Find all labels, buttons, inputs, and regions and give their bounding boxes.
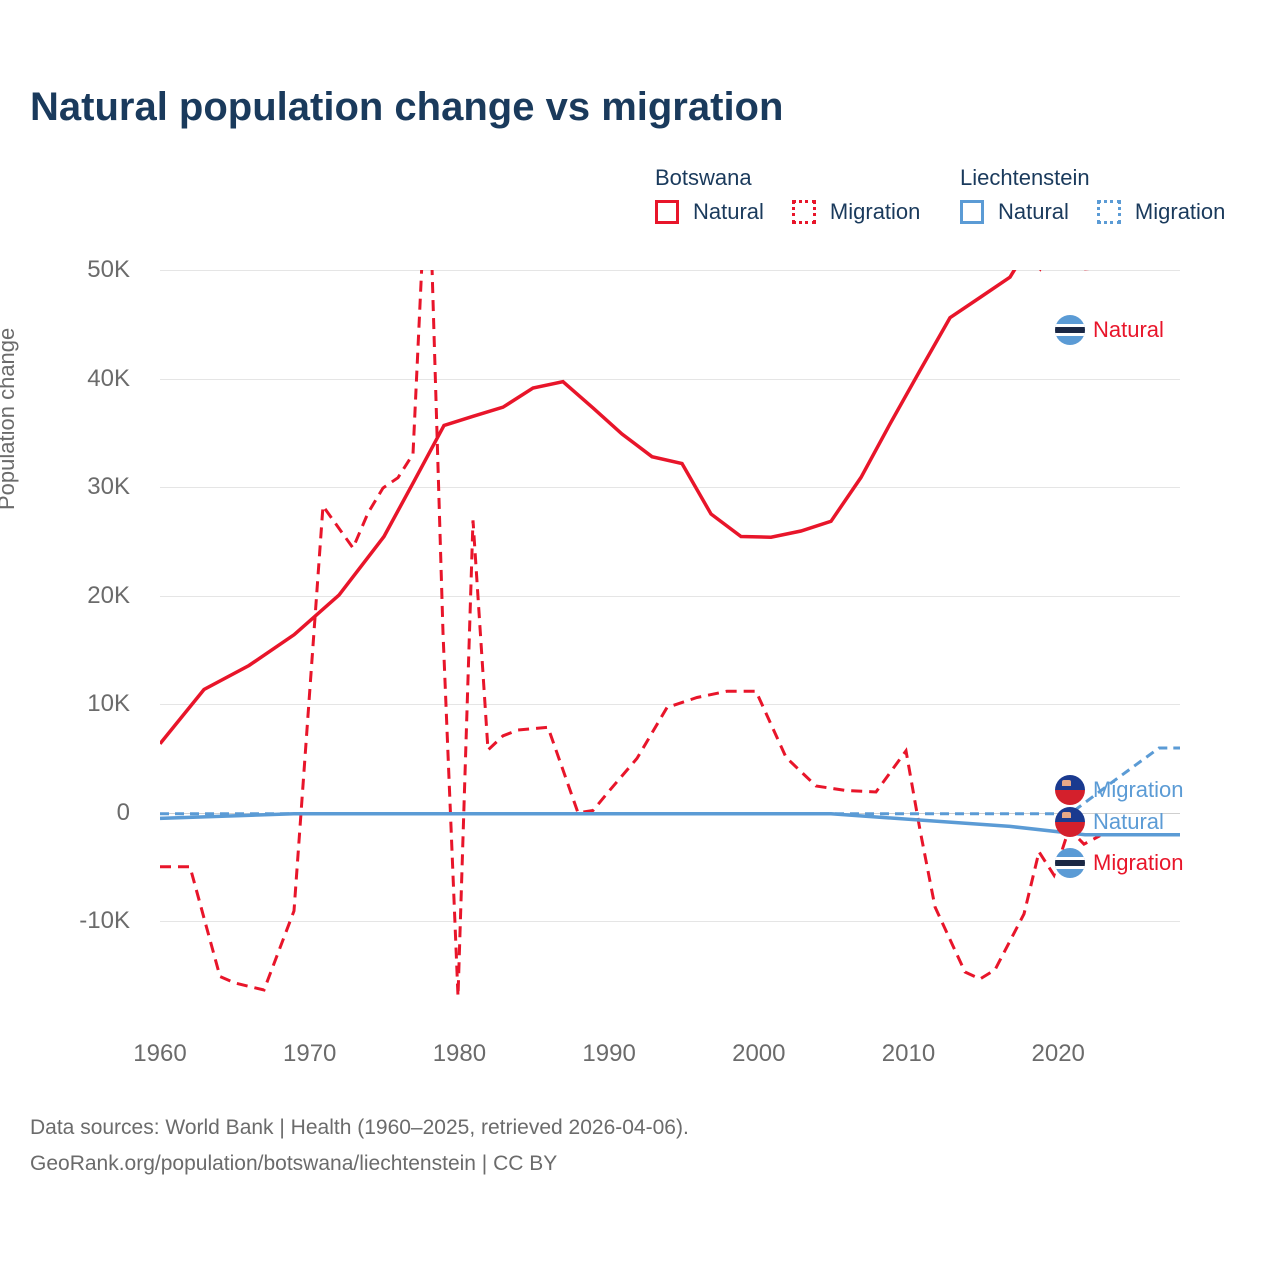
y-tick-50k: 50K xyxy=(87,256,130,284)
chart-plot-area: Population change 50K 40K 30K 20K 10K 0 … xyxy=(30,270,1180,1030)
legend-label-botswana-migration[interactable]: Migration xyxy=(830,199,920,225)
y-tick-0: 0 xyxy=(117,799,130,827)
x-tick-1970: 1970 xyxy=(283,1040,336,1068)
legend-country-label-botswana: Botswana xyxy=(655,165,938,191)
end-annotation-label-natural-liechtenstein: Natural xyxy=(1093,809,1164,835)
legend-swatch-botswana-natural[interactable] xyxy=(655,200,679,224)
legend-group-botswana: Botswana Natural Migration xyxy=(655,165,938,225)
liechtenstein-flag-icon-2 xyxy=(1055,807,1085,837)
legend-country-label-liechtenstein: Liechtenstein xyxy=(960,165,1243,191)
x-tick-1980: 1980 xyxy=(433,1040,486,1068)
y-tick-neg10k: -10K xyxy=(79,907,130,935)
legend-swatch-botswana-migration[interactable] xyxy=(792,200,816,224)
end-annotation-natural-botswana: Natural xyxy=(1055,315,1164,345)
legend-items-botswana: Natural Migration xyxy=(655,199,938,225)
x-axis-labels: 1960 1970 1980 1990 2000 2010 2020 xyxy=(160,1040,1180,1080)
legend-group-liechtenstein: Liechtenstein Natural Migration xyxy=(960,165,1243,225)
end-annotation-label-migration-liechtenstein: Migration xyxy=(1093,777,1183,803)
x-tick-1960: 1960 xyxy=(133,1040,186,1068)
footer-line1: Data sources: World Bank | Health (1960–… xyxy=(30,1110,689,1146)
x-tick-2010: 2010 xyxy=(882,1040,935,1068)
y-tick-40k: 40K xyxy=(87,365,130,393)
y-axis-labels: 50K 40K 30K 20K 10K 0 -10K xyxy=(70,270,140,1030)
end-annotation-natural-liechtenstein: Natural xyxy=(1055,807,1164,837)
x-tick-1990: 1990 xyxy=(582,1040,635,1068)
legend-swatch-liechtenstein-natural[interactable] xyxy=(960,200,984,224)
botswana-flag-icon-2 xyxy=(1055,848,1085,878)
x-tick-2000: 2000 xyxy=(732,1040,785,1068)
y-tick-10k: 10K xyxy=(87,690,130,718)
x-tick-2020: 2020 xyxy=(1031,1040,1084,1068)
y-tick-20k: 20K xyxy=(87,582,130,610)
liechtenstein-flag-icon-1 xyxy=(1055,775,1085,805)
chart-lines-svg xyxy=(160,270,1180,1030)
legend-label-liechtenstein-natural[interactable]: Natural xyxy=(998,199,1069,225)
footer-line2: GeoRank.org/population/botswana/liechten… xyxy=(30,1146,689,1182)
legend-items-liechtenstein: Natural Migration xyxy=(960,199,1243,225)
legend-label-botswana-natural[interactable]: Natural xyxy=(693,199,764,225)
y-tick-30k: 30K xyxy=(87,473,130,501)
end-annotation-migration-liechtenstein: Migration xyxy=(1055,775,1183,805)
legend-swatch-liechtenstein-migration[interactable] xyxy=(1097,200,1121,224)
end-annotation-migration-botswana: Migration xyxy=(1055,848,1183,878)
legend-label-liechtenstein-migration[interactable]: Migration xyxy=(1135,199,1225,225)
end-annotation-label-migration-botswana: Migration xyxy=(1093,850,1183,876)
chart-title: Natural population change vs migration xyxy=(30,85,783,130)
botswana-flag-icon xyxy=(1055,315,1085,345)
chart-footer: Data sources: World Bank | Health (1960–… xyxy=(30,1110,689,1181)
end-annotation-label-natural-botswana: Natural xyxy=(1093,317,1164,343)
y-axis-title: Population change xyxy=(0,328,20,510)
